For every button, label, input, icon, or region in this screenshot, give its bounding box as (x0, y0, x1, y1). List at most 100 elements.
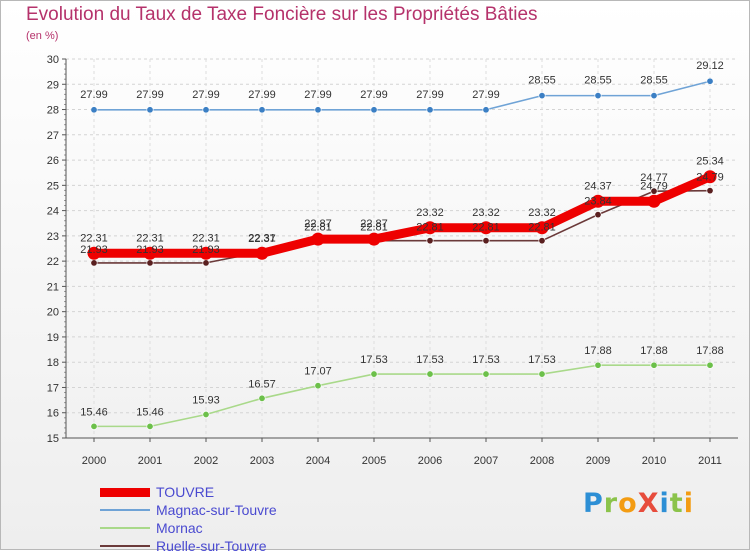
data-point-mornac (90, 422, 98, 430)
logo-letter: o (618, 488, 638, 519)
x-tick-label-2011: 2011 (698, 455, 722, 467)
logo-letter: P (583, 488, 604, 519)
y-tick-label-19: 19 (47, 332, 59, 344)
data-label-ruelle-sur-touvre: 22.81 (528, 222, 556, 234)
y-tick-label-20: 20 (47, 307, 59, 319)
data-point-ruelle-sur-touvre (482, 237, 490, 245)
data-point-ruelle-sur-touvre (538, 237, 546, 245)
x-tick-label-2007: 2007 (474, 455, 498, 467)
data-point-ruelle-sur-touvre (650, 187, 658, 195)
x-tick-label-2000: 2000 (82, 455, 106, 467)
data-label-ruelle-sur-touvre: 21.93 (192, 244, 220, 256)
data-point-magnac-sur-touvre (538, 92, 546, 100)
y-tick-label-26: 26 (47, 155, 59, 167)
data-point-mornac (202, 411, 210, 419)
data-point-mornac (538, 370, 546, 378)
data-label-magnac-sur-touvre: 27.99 (416, 89, 444, 101)
data-label-ruelle-sur-touvre: 22.81 (416, 222, 444, 234)
data-label-magnac-sur-touvre: 27.99 (80, 89, 108, 101)
data-point-ruelle-sur-touvre (202, 259, 210, 267)
data-label-touvre: 23.32 (528, 207, 556, 219)
y-tick-label-16: 16 (47, 408, 59, 420)
x-tick-label-2004: 2004 (306, 455, 330, 467)
data-label-mornac: 16.57 (248, 378, 276, 390)
chart-unit-label: (en %) (26, 30, 59, 42)
legend-label-ruelle-sur-touvre: Ruelle-sur-Touvre (156, 538, 267, 554)
data-point-magnac-sur-touvre (258, 106, 266, 114)
data-label-magnac-sur-touvre: 29.12 (696, 60, 724, 72)
data-point-ruelle-sur-touvre (706, 187, 714, 195)
data-label-mornac: 15.93 (192, 395, 220, 407)
series-line-magnac-sur-touvre (94, 80, 711, 111)
data-point-touvre (143, 246, 157, 260)
data-label-magnac-sur-touvre: 27.99 (248, 89, 276, 101)
data-label-ruelle-sur-touvre: 22.81 (360, 222, 388, 234)
data-point-magnac-sur-touvre (146, 106, 154, 114)
y-tick-label-28: 28 (47, 105, 59, 117)
legend-label-magnac-sur-touvre: Magnac-sur-Touvre (156, 502, 277, 518)
data-label-touvre: 24.37 (584, 180, 612, 192)
data-label-mornac: 17.07 (304, 366, 332, 378)
data-label-ruelle-sur-touvre: 23.84 (584, 196, 612, 208)
data-point-touvre (591, 194, 605, 208)
data-point-magnac-sur-touvre (370, 106, 378, 114)
data-label-touvre: 22.31 (248, 232, 276, 244)
x-tick-label-2008: 2008 (530, 455, 554, 467)
data-label-touvre: 22.31 (80, 232, 108, 244)
data-label-mornac: 15.46 (80, 406, 108, 418)
data-label-mornac: 17.53 (528, 354, 556, 366)
data-point-touvre (255, 246, 269, 260)
data-point-ruelle-sur-touvre (594, 211, 602, 219)
data-point-mornac (426, 370, 434, 378)
x-tick-label-2009: 2009 (586, 455, 610, 467)
y-tick-label-29: 29 (47, 79, 59, 91)
data-label-magnac-sur-touvre: 28.55 (584, 75, 612, 87)
y-tick-label-24: 24 (47, 206, 59, 218)
data-label-magnac-sur-touvre: 27.99 (472, 89, 500, 101)
data-point-touvre (647, 194, 661, 208)
data-label-magnac-sur-touvre: 28.55 (528, 75, 556, 87)
y-tick-label-21: 21 (47, 281, 59, 293)
legend-swatch-touvre (100, 487, 150, 497)
data-point-mornac (146, 422, 154, 430)
x-tick-label-2005: 2005 (362, 455, 386, 467)
data-point-mornac (594, 361, 602, 369)
data-label-ruelle-sur-touvre: 22.37 (248, 233, 276, 245)
data-label-touvre: 24.79 (640, 180, 668, 192)
data-label-ruelle-sur-touvre: 24.77 (640, 172, 668, 184)
data-label-mornac: 17.88 (584, 345, 612, 357)
data-point-touvre (535, 221, 549, 235)
data-point-magnac-sur-touvre (706, 77, 714, 85)
series-line-touvre (94, 172, 712, 258)
data-point-ruelle-sur-touvre (146, 259, 154, 267)
proxiti-logo: ProXiti (583, 488, 694, 519)
data-label-touvre: 22.87 (360, 218, 388, 230)
data-label-magnac-sur-touvre: 27.99 (192, 89, 220, 101)
data-label-touvre: 22.87 (304, 218, 332, 230)
data-label-magnac-sur-touvre: 27.99 (304, 89, 332, 101)
logo-letter: X (637, 488, 660, 519)
data-point-touvre (479, 221, 493, 235)
data-point-touvre (311, 232, 325, 246)
data-label-magnac-sur-touvre: 27.99 (360, 89, 388, 101)
data-label-magnac-sur-touvre: 28.55 (640, 75, 668, 87)
x-tick-label-2010: 2010 (642, 455, 666, 467)
data-label-touvre: 22.31 (192, 232, 220, 244)
data-point-mornac (370, 370, 378, 378)
data-label-mornac: 17.53 (360, 354, 388, 366)
data-point-touvre (423, 221, 437, 235)
data-label-mornac: 17.53 (416, 354, 444, 366)
y-tick-label-15: 15 (47, 433, 59, 445)
data-point-magnac-sur-touvre (594, 92, 602, 100)
logo-letter: i (683, 488, 694, 519)
data-label-mornac: 17.53 (472, 354, 500, 366)
x-tick-label-2002: 2002 (194, 455, 218, 467)
data-point-magnac-sur-touvre (314, 106, 322, 114)
y-tick-label-23: 23 (47, 231, 59, 243)
data-label-touvre: 23.32 (472, 207, 500, 219)
legend-label-touvre: TOUVRE (156, 484, 215, 500)
y-tick-label-17: 17 (47, 382, 59, 394)
y-tick-label-25: 25 (47, 180, 59, 192)
